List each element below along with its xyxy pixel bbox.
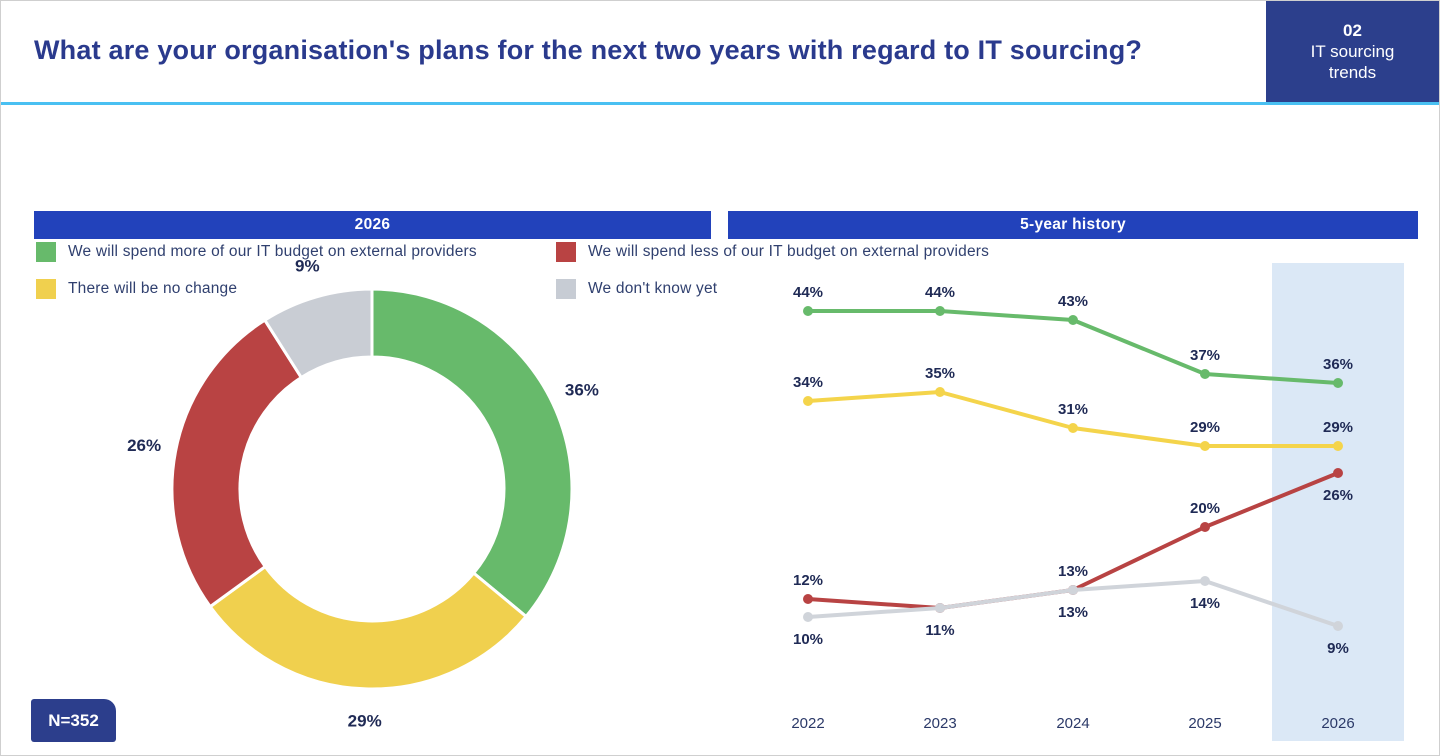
value-label-0-2026: 36% — [1323, 356, 1353, 373]
legend-item-no-change: There will be no change — [36, 279, 237, 299]
series-point-3-2024 — [1068, 585, 1078, 595]
value-label-0-2025: 37% — [1190, 347, 1220, 364]
value-label-0-2023: 44% — [925, 284, 955, 301]
value-label-3-2022: 10% — [793, 631, 823, 648]
line-chart: 44% 44% 43% 37% 36% 34% 35% 31% 29% 29% 12% 13% 20% 2… — [791, 263, 1404, 741]
series-point-0-2023 — [935, 306, 945, 316]
legend-item-spend-less: We will spend less of our IT budget on e… — [556, 242, 989, 262]
series-point-1-2025 — [1200, 441, 1210, 451]
legend-label: We don't know yet — [588, 280, 718, 297]
series-point-0-2025 — [1200, 369, 1210, 379]
series-point-3-2022 — [803, 612, 813, 622]
legend-label: We will spend less of our IT budget on e… — [588, 243, 990, 260]
corner-section-label: IT sourcing trends — [1310, 41, 1395, 83]
donut-value-label-0: 36% — [565, 381, 599, 400]
legend-swatch-gray — [556, 279, 576, 299]
history-panel-header: 5-year history — [728, 211, 1418, 239]
value-label-0-2022: 44% — [793, 284, 823, 301]
donut-value-label-3: 9% — [295, 257, 320, 276]
legend-swatch-green — [36, 242, 56, 262]
x-axis-label-2024: 2024 — [1056, 715, 1089, 732]
series-point-2-2022 — [803, 594, 813, 604]
value-label-1-2023: 35% — [925, 365, 955, 382]
page-title: What are your organisation's plans for t… — [34, 35, 1143, 65]
donut-slice-2 — [170, 318, 304, 609]
donut-value-label-2: 26% — [127, 436, 161, 455]
legend-swatch-red — [556, 242, 576, 262]
highlight-band-2026 — [1272, 263, 1404, 741]
legend-swatch-yellow — [36, 279, 56, 299]
value-label-3-2025: 14% — [1190, 595, 1220, 612]
legend-item-dont-know: We don't know yet — [556, 279, 717, 299]
series-point-0-2022 — [803, 306, 813, 316]
series-point-1-2022 — [803, 396, 813, 406]
value-label-1-2026: 29% — [1323, 419, 1353, 436]
corner-section-number: 02 — [1343, 20, 1362, 40]
donut-slice-1 — [208, 564, 529, 691]
legend-label: We will spend more of our IT budget on e… — [68, 243, 477, 260]
value-label-0-2024: 43% — [1058, 293, 1088, 310]
series-point-1-2024 — [1068, 423, 1078, 433]
series-point-3-2026 — [1333, 621, 1343, 631]
legend: We will spend more of our IT budget on e… — [1, 119, 1439, 299]
x-axis-label-2023: 2023 — [923, 715, 956, 732]
x-axis-label-2025: 2025 — [1188, 715, 1221, 732]
value-label-2-2026: 26% — [1323, 487, 1353, 504]
donut-panel-header: 2026 — [34, 211, 711, 239]
donut-chart: 36% 29% 26% 9% — [127, 257, 599, 731]
value-label-1-2025: 29% — [1190, 419, 1220, 436]
value-label-3-2026: 9% — [1327, 640, 1349, 657]
series-point-0-2024 — [1068, 315, 1078, 325]
value-label-3-2024: 13% — [1058, 604, 1088, 621]
x-axis-label-2026: 2026 — [1321, 715, 1354, 732]
series-point-3-2023 — [935, 603, 945, 613]
series-point-0-2026 — [1333, 378, 1343, 388]
value-label-1-2024: 31% — [1058, 401, 1088, 418]
corner-section-box: 02 IT sourcing trends — [1266, 1, 1439, 102]
donut-value-label-1: 29% — [348, 711, 382, 730]
series-point-1-2026 — [1333, 441, 1343, 451]
value-label-2-2024: 13% — [1058, 563, 1088, 580]
series-point-3-2025 — [1200, 576, 1210, 586]
sample-size-badge: N=352 — [31, 699, 116, 742]
legend-label: There will be no change — [68, 280, 238, 297]
series-point-2-2025 — [1200, 522, 1210, 532]
series-point-1-2023 — [935, 387, 945, 397]
value-label-2-2022: 12% — [793, 572, 823, 589]
donut-slice-3 — [262, 287, 374, 380]
value-label-1-2022: 34% — [793, 374, 823, 391]
donut-slice-0 — [370, 287, 574, 619]
x-axis-label-2022: 2022 — [791, 715, 824, 732]
series-point-2-2026 — [1333, 468, 1343, 478]
value-label-2-2025: 20% — [1190, 500, 1220, 517]
header-divider-line — [1, 102, 1439, 105]
legend-item-spend-more: We will spend more of our IT budget on e… — [36, 242, 477, 262]
value-label-3-2023: 11% — [925, 622, 954, 639]
